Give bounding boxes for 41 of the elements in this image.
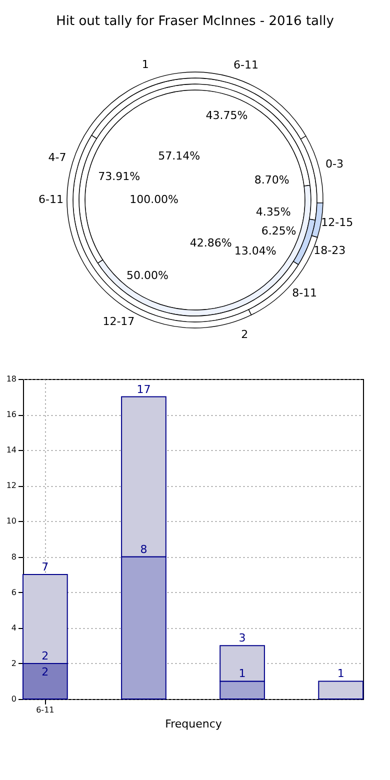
data-label: 1: [238, 667, 246, 680]
x-axis-title: Frequency: [165, 718, 222, 730]
data-label: 73.91%: [98, 170, 140, 183]
total-label: 7: [42, 560, 49, 574]
slice-label: 0-3: [326, 157, 344, 170]
chart-title: Hit out tally for Fraser McInnes - 2016 tally: [56, 14, 334, 29]
y-tick-label: 0: [11, 694, 16, 704]
data-label: 6.25%: [261, 224, 296, 238]
slice-label: 6-11: [234, 58, 258, 72]
slice-label: 12-15: [321, 216, 354, 229]
y-tick-label: 18: [6, 374, 16, 384]
data-label: 2: [42, 649, 49, 662]
data-label: 100.00%: [130, 193, 179, 206]
bar: [318, 680, 364, 700]
data-label: 4.35%: [256, 206, 291, 219]
y-tick-label: 14: [6, 446, 16, 455]
data-label: 8.70%: [254, 173, 290, 186]
data-label: 13.04%: [234, 244, 276, 258]
y-tick-label: 6: [11, 588, 16, 597]
slice-label: 8-11: [292, 286, 318, 300]
total-label: 1: [337, 667, 344, 680]
total-label: 17: [136, 382, 151, 396]
data-label: 43.75%: [206, 109, 248, 122]
data-label: 42.86%: [190, 236, 232, 250]
slice-label: 12-17: [102, 315, 135, 328]
slice-label: 2: [241, 328, 248, 342]
slice-label: 1: [142, 58, 149, 71]
data-label: 50.00%: [126, 268, 168, 282]
y-tick-label: 12: [6, 481, 16, 490]
slice-label: 4-7: [48, 150, 66, 164]
data-label: 57.14%: [158, 150, 200, 163]
data-label: 8: [140, 542, 148, 556]
slice-label: 18-23: [314, 244, 346, 258]
y-tick-label: 4: [11, 623, 16, 632]
y-tick-label: 10: [6, 516, 16, 526]
y-tick-label: 8: [11, 552, 16, 562]
slice-label: 6-11: [38, 193, 64, 206]
total-label: 3: [238, 632, 246, 645]
y-tick-label: 2: [11, 658, 16, 668]
y-tick-label: 16: [6, 410, 16, 420]
annotation: 2: [42, 665, 49, 678]
